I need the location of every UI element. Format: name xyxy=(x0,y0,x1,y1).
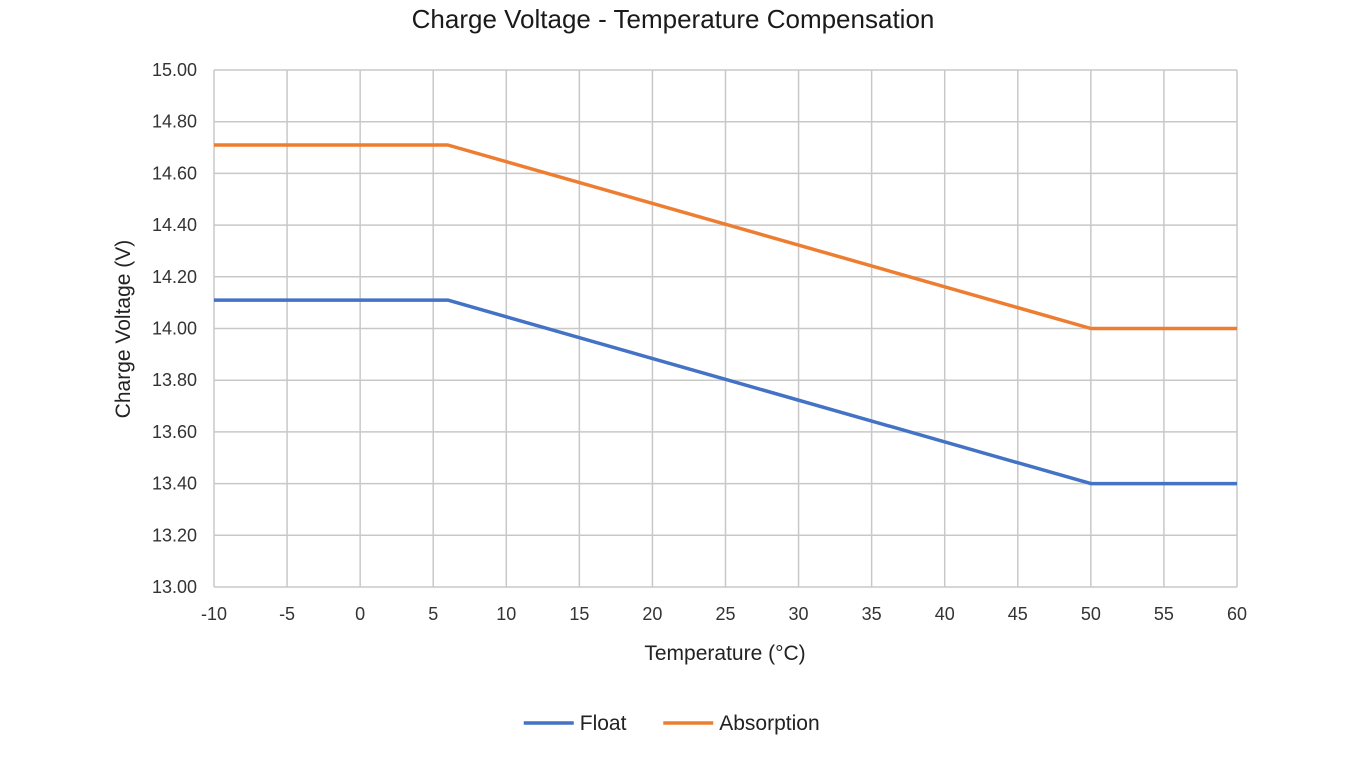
x-tick-label: 40 xyxy=(935,604,955,624)
x-tick-label: -10 xyxy=(201,604,227,624)
grid xyxy=(213,69,1238,588)
y-tick-label: 15.00 xyxy=(152,60,197,80)
y-tick-label: 14.00 xyxy=(152,319,197,339)
series-layer xyxy=(214,143,1237,486)
series-line-float xyxy=(214,298,1237,486)
y-tick-label: 13.20 xyxy=(152,525,197,545)
x-tick-label: 15 xyxy=(569,604,589,624)
y-axis-ticks: 13.00 13.20 13.40 13.60 13.80 14.00 14.20 14.40… xyxy=(152,60,197,597)
x-axis-title: Temperature (°C) xyxy=(644,642,805,665)
x-tick-label: 0 xyxy=(355,604,365,624)
y-tick-label: 13.60 xyxy=(152,422,197,442)
legend-label: Float xyxy=(580,712,627,735)
x-tick-label: 5 xyxy=(428,604,438,624)
legend-item-float: Float xyxy=(523,712,627,735)
y-tick-label: 14.60 xyxy=(152,163,197,183)
y-tick-label: 14.40 xyxy=(152,215,197,235)
chart-title: Charge Voltage - Temperature Compensatio… xyxy=(412,4,935,34)
x-tick-label: 10 xyxy=(496,604,516,624)
x-tick-label: 60 xyxy=(1227,604,1247,624)
x-axis-ticks: -10 -5 0 5 10 15 20 25 30 35 40 45 50 55 60 xyxy=(201,604,1247,624)
x-tick-label: 35 xyxy=(862,604,882,624)
y-tick-label: 13.40 xyxy=(152,474,197,494)
x-tick-label: 55 xyxy=(1154,604,1174,624)
x-tick-label: 20 xyxy=(642,604,662,624)
x-tick-label: 50 xyxy=(1081,604,1101,624)
x-tick-label: -5 xyxy=(279,604,295,624)
y-tick-label: 14.20 xyxy=(152,267,197,287)
x-tick-label: 45 xyxy=(1008,604,1028,624)
series-line-absorption xyxy=(214,143,1237,331)
legend: Float Absorption xyxy=(523,712,820,735)
x-tick-label: 30 xyxy=(789,604,809,624)
legend-item-absorption: Absorption xyxy=(663,712,820,735)
x-tick-label: 25 xyxy=(715,604,735,624)
y-axis-title: Charge Voltage (V) xyxy=(112,240,135,419)
y-tick-label: 13.00 xyxy=(152,577,197,597)
y-tick-label: 14.80 xyxy=(152,112,197,132)
legend-label: Absorption xyxy=(719,712,819,735)
y-tick-label: 13.80 xyxy=(152,370,197,390)
